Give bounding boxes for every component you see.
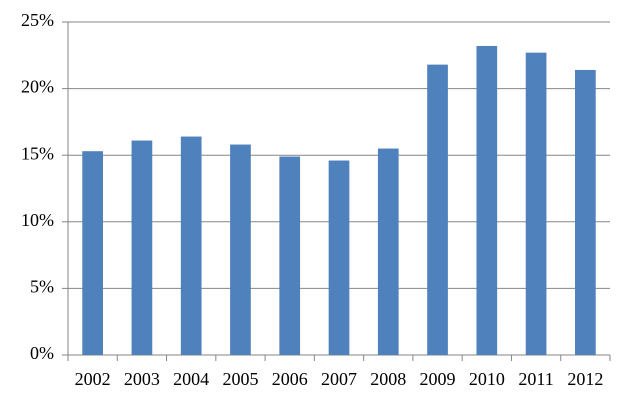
bar [575, 69, 596, 356]
y-tick-label: 25% [21, 10, 54, 30]
y-tick-label: 5% [30, 277, 54, 297]
x-tick-label: 2012 [567, 369, 603, 389]
x-tick-label: 2006 [272, 369, 308, 389]
bar [427, 64, 448, 356]
bar [476, 45, 498, 355]
bar [377, 148, 399, 355]
x-tick-label: 2010 [469, 369, 505, 389]
bar [230, 144, 251, 355]
y-tick-label: 0% [30, 343, 54, 363]
x-tick-label: 2011 [518, 369, 553, 389]
y-tick-label: 10% [21, 210, 54, 230]
bar [328, 160, 350, 355]
x-tick-label: 2002 [75, 369, 111, 389]
x-tick-label: 2007 [321, 369, 357, 389]
x-tick-label: 2005 [222, 369, 258, 389]
bar [525, 52, 547, 356]
x-tick-label: 2009 [420, 369, 456, 389]
x-tick-label: 2008 [370, 369, 406, 389]
y-tick-label: 20% [21, 77, 54, 97]
bar [131, 140, 153, 355]
x-tick-label: 2003 [124, 369, 160, 389]
bar [279, 156, 301, 355]
y-tick-label: 15% [21, 143, 54, 163]
x-tick-label: 2004 [173, 369, 209, 389]
bar [180, 136, 202, 355]
bar [82, 151, 103, 355]
